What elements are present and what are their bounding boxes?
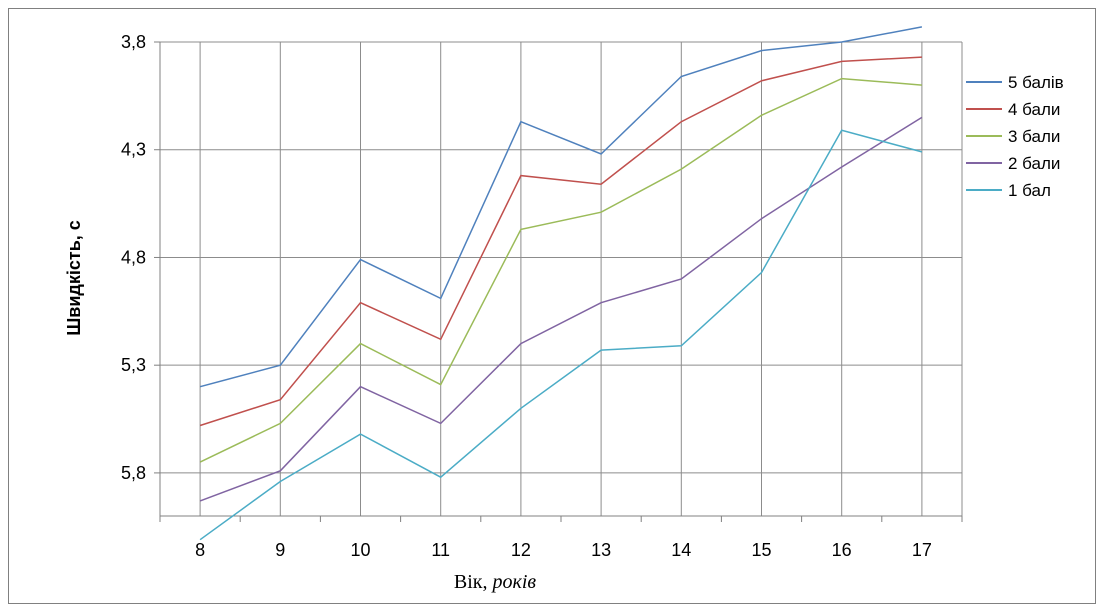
legend-label: 2 бали [1008,154,1060,173]
series-line [199,56,922,427]
axes [154,41,963,522]
series-line [199,116,923,502]
x-axis-label-unit: років [491,571,537,593]
legend-label: 3 бали [1008,127,1060,146]
x-tick-label: 14 [671,540,691,560]
legend-label: 5 балів [1008,73,1064,92]
x-tick-label: 17 [912,540,932,560]
x-tick-labels: 8 9 10 11 12 13 14 15 16 17 [195,540,932,560]
x-tick-label: 16 [832,540,852,560]
legend: 5 балів 4 бали 3 бали 2 бали 1 бал [966,73,1064,200]
chart-frame [8,8,1096,604]
legend-label: 4 бали [1008,100,1060,119]
series-line [199,129,923,541]
y-tick-label: 3,8 [121,32,146,52]
y-tick-label: 5,8 [121,463,146,483]
x-axis-label: Вік, років [454,571,537,593]
x-tick-label: 10 [350,540,370,560]
y-tick-labels: 3,8 4,3 4,8 5,3 5,8 [121,32,146,483]
x-tick-label: 13 [591,540,611,560]
x-tick-label: 12 [511,540,531,560]
y-tick-label: 5,3 [121,355,146,375]
x-tick-label: 15 [751,540,771,560]
x-axis-label-text: Вік, [454,571,493,593]
x-tick-label: 9 [275,540,285,560]
series-line [199,26,923,388]
y-tick-label: 4,8 [121,247,146,267]
y-axis-label: Швидкість, с [64,220,84,336]
gridlines [160,41,963,516]
x-tick-label: 11 [431,540,450,560]
y-tick-label: 4,3 [121,140,146,160]
x-tick-label: 8 [195,540,205,560]
legend-label: 1 бал [1008,181,1051,200]
series-lines [199,26,923,541]
series-line [199,77,922,463]
